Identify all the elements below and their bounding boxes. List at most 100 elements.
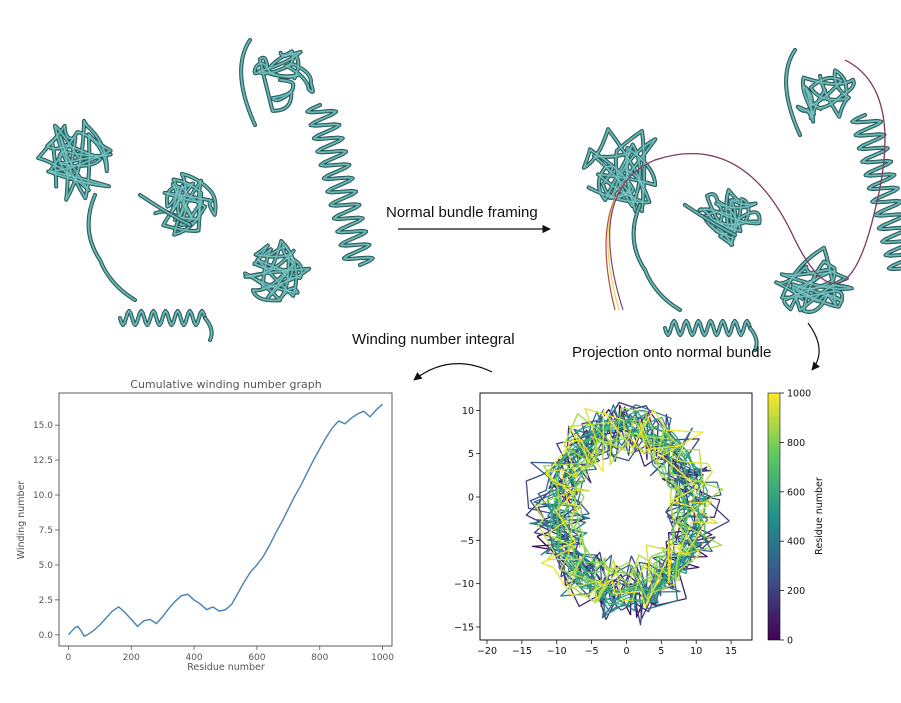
- framing-label: Normal bundle framing: [386, 204, 538, 221]
- colorbar-tick-label: 1000: [787, 389, 811, 400]
- projection-curve-segment: [668, 486, 704, 556]
- projection-curve-segment: [543, 413, 601, 489]
- projection-ytick-label: −15: [454, 623, 474, 634]
- projection-curve-segment: [571, 539, 626, 588]
- protein-tube-highlight: [684, 204, 736, 236]
- frame-curve: [609, 59, 886, 311]
- projection-curve-segment: [624, 443, 656, 455]
- colorbar-label: Residue number: [814, 477, 825, 555]
- protein-tube: [87, 193, 137, 302]
- projection-curve-segment: [670, 489, 685, 542]
- projection-arrow: [807, 322, 821, 371]
- protein-tube-outline: [86, 193, 137, 302]
- colorbar-tick-label: 0: [787, 636, 793, 647]
- winding-chart-ytick-label: 0.0: [39, 631, 54, 641]
- protein-tube-highlight: [633, 204, 681, 311]
- projection-curve-segment: [555, 502, 568, 550]
- projection-xtick-label: 15: [725, 646, 737, 657]
- projection-curve-segment: [688, 487, 719, 524]
- projection-ytick-label: −10: [454, 579, 474, 590]
- projection-curve-segment: [644, 414, 700, 486]
- projection-curve-segment: [534, 471, 591, 519]
- projection-curve-segment: [525, 474, 564, 538]
- protein-tube-outline: [631, 203, 682, 312]
- winding-arrow: [413, 363, 493, 381]
- projection-curve-segment: [607, 425, 654, 447]
- winding-chart-xtick-label: 600: [248, 653, 265, 663]
- protein-tube-highlight: [254, 51, 314, 112]
- projection-curve-segment: [590, 415, 648, 467]
- projection-curve-segment: [669, 449, 703, 522]
- winding-chart-ylabel: Winding number: [16, 481, 27, 560]
- protein-tube-highlight: [306, 104, 374, 266]
- winding-chart-xtick-label: 200: [123, 653, 140, 663]
- projection-curve-segment: [656, 438, 680, 496]
- winding-chart-xtick-label: 1000: [371, 653, 394, 663]
- winding-chart-ytick-label: 7.5: [39, 526, 53, 536]
- winding-chart-xlabel: Residue number: [187, 662, 265, 673]
- projection-xtick-label: 5: [658, 646, 664, 657]
- colorbar-tick-label: 400: [787, 537, 805, 548]
- projection-xtick-label: 10: [690, 646, 702, 657]
- projection-curve-segment: [586, 570, 658, 592]
- projection-curve-segment: [683, 452, 706, 543]
- projection-curve-segment: [540, 480, 587, 579]
- protein-tube-highlight: [139, 194, 191, 226]
- projection-curves: [525, 401, 730, 626]
- colorbar: [767, 392, 781, 641]
- protein-tube-highlight: [664, 320, 751, 336]
- projection-xtick-label: −10: [547, 646, 567, 657]
- projection-curve-segment: [615, 541, 673, 608]
- projection-curve-segment: [584, 407, 625, 464]
- projection-curve-segment: [599, 580, 645, 597]
- projection-curve-segment: [622, 544, 663, 602]
- projection-curve-segment: [558, 484, 576, 544]
- protein-tube-highlight: [88, 194, 136, 301]
- projection-xtick-label: −20: [477, 646, 497, 657]
- protein-tube-highlight: [155, 173, 216, 236]
- projection-curve-segment: [571, 410, 633, 473]
- projection-curve-segment: [676, 444, 713, 489]
- projection-xtick-label: −15: [512, 646, 532, 657]
- winding-integral-label: Winding number integral: [352, 331, 515, 348]
- protein-tube: [851, 113, 901, 271]
- protein-tube-highlight: [583, 128, 656, 212]
- protein-tube-highlight: [240, 39, 256, 126]
- projection-xtick-label: 0: [623, 646, 629, 657]
- winding-chart-ytick-label: 15.0: [33, 421, 53, 431]
- projection-ytick-label: −5: [460, 536, 474, 547]
- protein-tube-highlight: [244, 240, 310, 301]
- projection-curve-segment: [557, 487, 596, 603]
- projection-curve-segment: [627, 417, 700, 465]
- projection-curve-segment: [628, 548, 671, 576]
- winding-chart-ytick-label: 5.0: [39, 561, 54, 571]
- projection-curve-segment: [623, 420, 684, 454]
- projection-curve-segment: [645, 415, 724, 490]
- winding-number-series-line: [67, 403, 384, 638]
- protein-tube-highlight: [775, 247, 853, 313]
- winding-chart-ytick-label: 12.5: [33, 456, 53, 466]
- winding-chart-xtick-label: 400: [185, 653, 202, 663]
- projection-label: Projection onto normal bundle: [572, 344, 772, 361]
- projection-plot: −20 −15 −10 −5 0 5 10 15 −15 −10 −5 0 5 10 0 200 400 600…: [454, 389, 825, 658]
- winding-chart-axes: [58, 392, 393, 647]
- projection-curve-segment: [538, 458, 599, 520]
- projection-curve-segment: [649, 435, 684, 507]
- projection-curve-segment: [630, 533, 706, 608]
- projection-curve-segment: [545, 440, 576, 550]
- winding-chart-ytick-label: 2.5: [39, 596, 53, 606]
- protein-drawing: [36, 38, 375, 342]
- winding-chart-ytick-label: 10.0: [33, 491, 53, 501]
- projection-plot-frame: [479, 392, 753, 641]
- colorbar-tick-label: 600: [787, 487, 805, 498]
- projection-curve-segment: [537, 517, 582, 589]
- protein-tube-highlight: [749, 327, 758, 351]
- colorbar-tick-label: 800: [787, 438, 805, 449]
- projection-curve-segment: [668, 434, 706, 511]
- colorbar-tick-label: 200: [787, 586, 805, 597]
- projection-curve-segment: [574, 453, 600, 498]
- protein-drawing: [581, 48, 901, 352]
- projection-curve-segment: [671, 444, 720, 501]
